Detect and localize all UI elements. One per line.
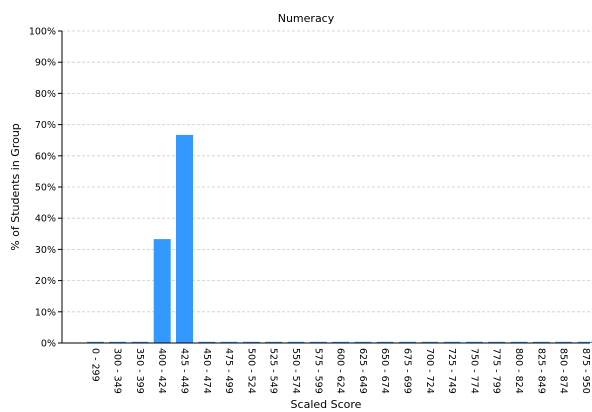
x-tick-label: 450 - 474 xyxy=(201,348,212,394)
bar xyxy=(421,341,439,343)
x-tick-label: 750 - 774 xyxy=(468,348,479,394)
y-tick-label: 60% xyxy=(35,151,56,162)
bar xyxy=(176,134,193,343)
x-tick-label: 700 - 724 xyxy=(424,348,435,394)
y-tick-label: 50% xyxy=(35,183,56,194)
y-tick-label: 10% xyxy=(35,307,56,318)
bar xyxy=(532,341,550,343)
x-tick-label: 775 - 799 xyxy=(491,348,502,394)
x-tick-label: 500 - 524 xyxy=(245,348,256,394)
bar xyxy=(198,341,216,343)
x-tick-label: 350 - 399 xyxy=(134,348,145,394)
y-tick-label: 40% xyxy=(35,214,56,225)
x-tick-label: 850 - 874 xyxy=(558,348,569,394)
bar xyxy=(443,341,461,343)
x-tick-label: 825 - 849 xyxy=(535,348,546,394)
bar xyxy=(287,341,305,343)
y-tick-label: 100% xyxy=(29,27,56,38)
chart-title: Numeracy xyxy=(278,12,335,25)
bar xyxy=(399,341,416,343)
bar xyxy=(220,341,238,343)
x-axis-title: Scaled Score xyxy=(291,398,362,411)
y-tick-label: 80% xyxy=(35,89,56,100)
x-tick-label: 525 - 549 xyxy=(268,348,279,394)
x-tick-label: 475 - 499 xyxy=(223,348,234,394)
y-tick-label: 20% xyxy=(35,276,56,287)
bar-layer xyxy=(86,134,592,343)
bar xyxy=(510,341,528,343)
x-tick-label: 0 - 299 xyxy=(89,348,100,382)
y-tick-labels: 0% 10% 20% 30% 40% 50% 60% 70% 80% 90% 100% xyxy=(29,27,62,350)
bar xyxy=(376,341,394,343)
x-tick-label: 400 - 424 xyxy=(156,348,167,394)
y-axis-title: % of Students in Group xyxy=(9,123,22,251)
bar xyxy=(265,341,283,343)
x-tick-label: 675 - 699 xyxy=(402,348,413,394)
bar xyxy=(86,341,104,343)
bar xyxy=(109,341,127,343)
x-tick-label: 650 - 674 xyxy=(379,348,390,394)
x-tick-label: 600 - 624 xyxy=(335,348,346,394)
y-tick-label: 90% xyxy=(35,58,56,69)
y-tick-label: 0% xyxy=(41,339,56,350)
bar xyxy=(242,341,260,343)
x-tick-label: 575 - 599 xyxy=(312,348,323,394)
x-tick-label: 425 - 449 xyxy=(179,348,190,394)
bar xyxy=(577,341,592,343)
x-tick-label: 550 - 574 xyxy=(290,348,301,394)
x-tick-labels: 0 - 299 300 - 349 350 - 399 400 - 424 425 - … xyxy=(89,348,591,394)
y-tick-label: 70% xyxy=(35,120,56,131)
axis-layer xyxy=(61,31,590,344)
bar xyxy=(555,341,573,343)
x-tick-label: 625 - 649 xyxy=(357,348,368,394)
bar xyxy=(153,239,171,343)
y-tick-label: 30% xyxy=(35,245,56,256)
grid-layer xyxy=(62,30,590,313)
bar xyxy=(465,341,483,343)
x-tick-label: 300 - 349 xyxy=(112,348,123,394)
bar xyxy=(131,341,149,343)
x-tick-label: 800 - 824 xyxy=(513,348,524,394)
x-tick-label: 875 - 950 xyxy=(580,348,591,394)
bar xyxy=(332,341,350,343)
bar xyxy=(309,341,327,343)
bar xyxy=(488,341,506,343)
bar xyxy=(354,341,372,343)
x-tick-label: 725 - 749 xyxy=(446,348,457,394)
